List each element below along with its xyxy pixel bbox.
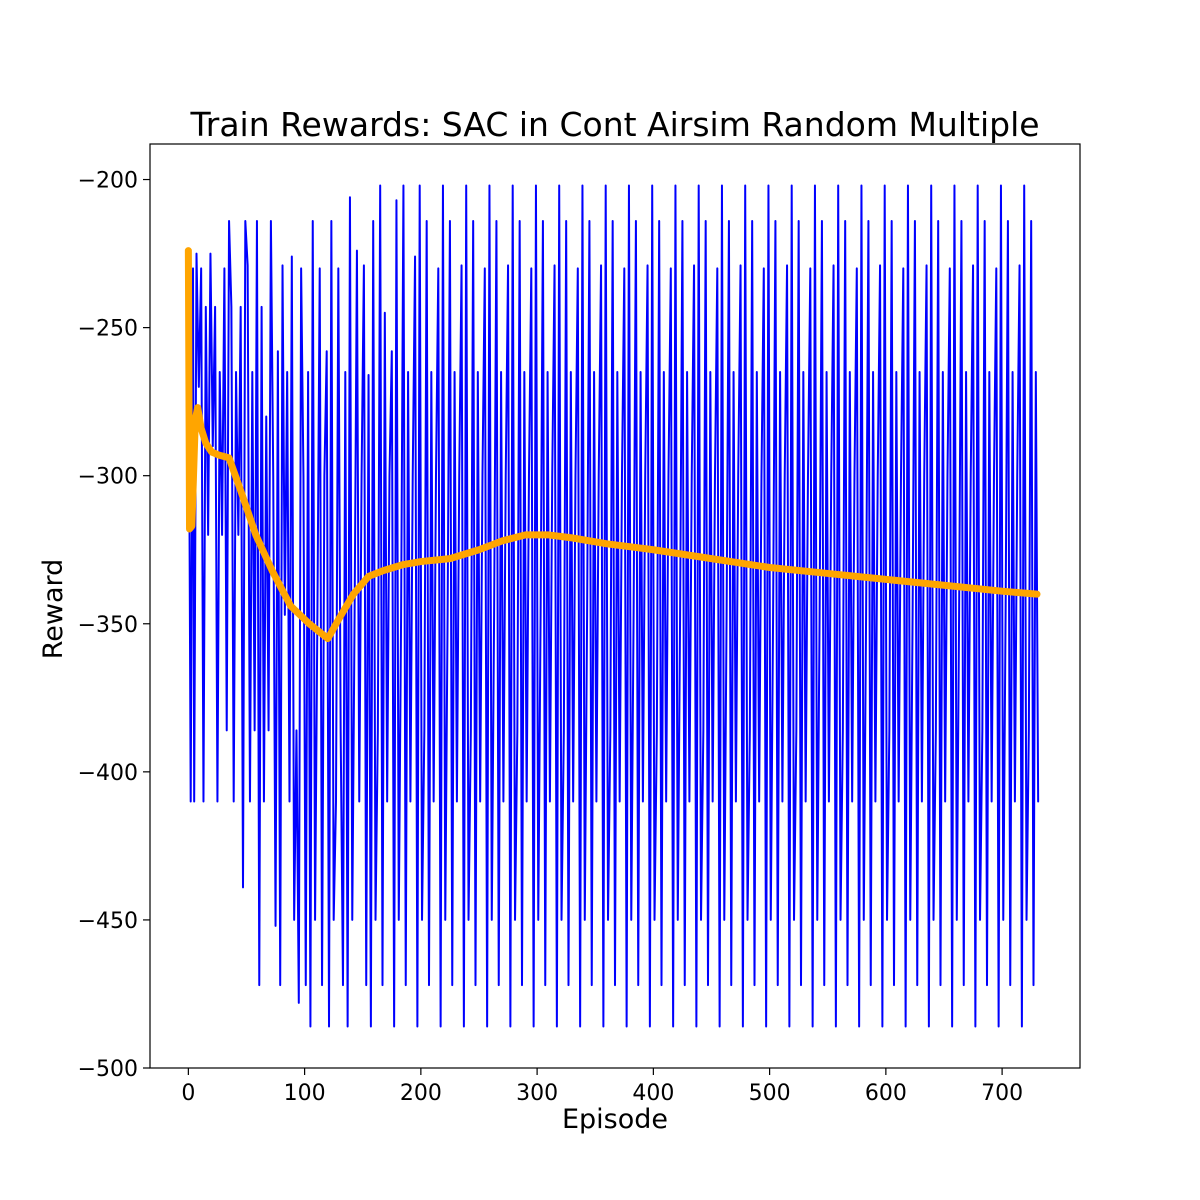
x-tick-label: 400 <box>632 1081 674 1106</box>
y-tick-label: −400 <box>78 761 138 786</box>
episode-reward-line <box>187 184 1040 1028</box>
plot-area <box>184 184 1041 1028</box>
y-tick-label: −450 <box>78 909 138 934</box>
y-axis-label: Reward <box>38 559 69 660</box>
y-axis-ticks: −200 −250 −300 −350 −400 −450 −500 <box>78 169 150 1082</box>
x-tick-label: 600 <box>865 1081 907 1106</box>
y-tick-label: −200 <box>78 169 138 194</box>
smoothed-reward-line <box>184 247 1041 643</box>
axes-frame <box>149 143 1081 1069</box>
chart-title: Train Rewards: SAC in Cont Airsim Random… <box>189 105 1039 144</box>
x-axis-label: Episode <box>562 1104 668 1135</box>
x-tick-label: 0 <box>181 1081 195 1106</box>
x-tick-label: 500 <box>749 1081 791 1106</box>
x-axis-ticks: 0 100 200 300 400 500 600 700 <box>181 1068 1023 1106</box>
x-tick-label: 200 <box>400 1081 442 1106</box>
y-tick-label: −350 <box>78 613 138 638</box>
x-tick-label: 300 <box>516 1081 558 1106</box>
y-tick-label: −250 <box>78 317 138 342</box>
x-tick-label: 700 <box>981 1081 1023 1106</box>
y-tick-label: −500 <box>78 1057 138 1082</box>
x-tick-label: 100 <box>284 1081 326 1106</box>
y-tick-label: −300 <box>78 465 138 490</box>
